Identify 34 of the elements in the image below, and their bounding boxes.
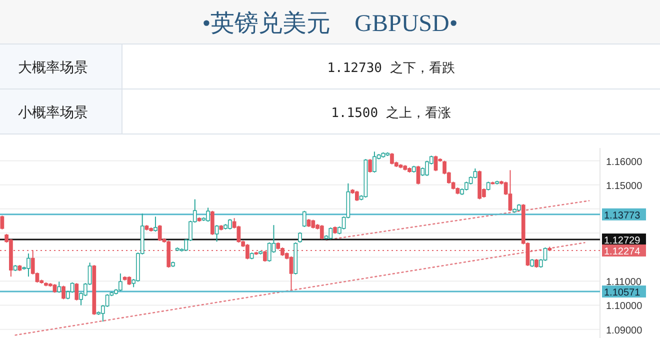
candlestick	[368, 158, 372, 174]
candlestick	[210, 210, 214, 236]
candlestick	[302, 210, 306, 228]
candlestick	[228, 218, 232, 230]
text: 1.1500 之上，看涨	[331, 106, 451, 121]
candlestick	[154, 216, 158, 232]
candlestick	[236, 225, 241, 244]
candlestick	[328, 226, 333, 240]
candlestick	[416, 165, 420, 185]
chart-title: •英镑兑美元 GBPUSD•	[202, 10, 458, 37]
candlestick	[57, 281, 62, 294]
candlestick	[508, 170, 512, 212]
ref-line-label: 1.10571	[604, 288, 641, 298]
candlestick	[0, 215, 4, 230]
text: 1.12730 之下，看跌	[327, 61, 455, 76]
candlestick	[289, 256, 294, 291]
y-tick-label: 1.15000	[606, 180, 643, 192]
candlestick	[298, 232, 302, 244]
y-tick-label: 1.16000	[606, 156, 643, 168]
y-tick-label: 1.10000	[606, 301, 643, 312]
candlestick	[74, 282, 79, 301]
text: 小概率场景	[18, 104, 88, 120]
y-tick-label: 1.11000	[606, 277, 642, 288]
candlestick	[158, 224, 162, 242]
ref-line-label: 1.12729	[604, 236, 641, 247]
candlestick	[434, 155, 438, 172]
candlestick	[62, 285, 66, 300]
ref-line-label: 1.12274	[604, 246, 641, 258]
candlestick	[263, 250, 267, 262]
candlestick	[320, 224, 324, 240]
text: 大概率场景	[18, 59, 88, 75]
candlestick	[214, 224, 219, 242]
y-tick-label: 1.09000	[606, 325, 643, 336]
ref-line-label: 1.13773	[604, 210, 641, 222]
